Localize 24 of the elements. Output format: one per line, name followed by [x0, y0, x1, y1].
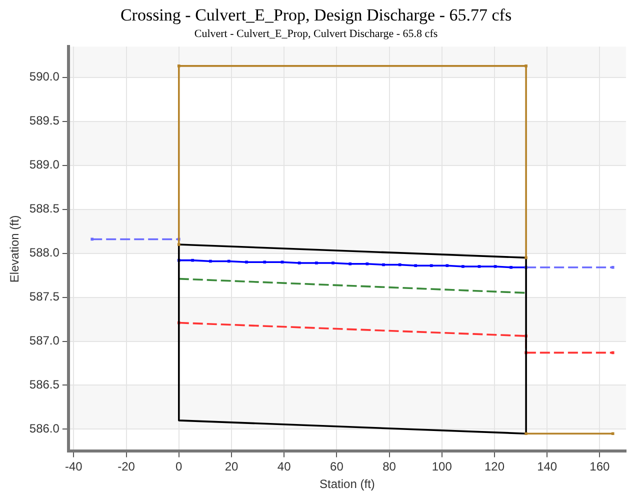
y-tick-label: 586.0 [29, 422, 60, 436]
x-tick-label: 40 [277, 460, 292, 474]
x-tick-label: -20 [118, 460, 136, 474]
x-tick-label: 160 [590, 460, 610, 474]
x-tick-label: 100 [432, 460, 452, 474]
x-tick-label: -40 [65, 460, 83, 474]
x-tick-label: 80 [382, 460, 396, 474]
y-tick-label: 587.5 [29, 290, 60, 304]
y-axis-title: Elevation (ft) [8, 215, 22, 283]
y-tick-label: 588.0 [29, 246, 60, 260]
y-tick-label: 588.5 [29, 202, 60, 216]
chart-subtitle: Culvert - Culvert_E_Prop, Culvert Discharge - 65.8 cfs [194, 28, 438, 40]
x-tick-label: 0 [176, 460, 183, 474]
y-tick-label: 589.0 [29, 158, 60, 172]
chart-title: Crossing - Culvert_E_Prop, Design Discharge - 65.77 cfs [120, 6, 512, 25]
x-tick-label: 60 [330, 460, 344, 474]
x-axis-title: Station (ft) [320, 477, 375, 492]
y-tick-label: 589.5 [29, 114, 60, 128]
y-tick-label: 586.5 [29, 378, 60, 392]
x-tick-label: 120 [484, 460, 505, 474]
x-tick-label: 20 [224, 460, 238, 474]
y-tick-label: 590.0 [29, 70, 60, 84]
y-tick-label: 587.0 [29, 334, 60, 348]
x-tick-label: 140 [537, 460, 558, 474]
